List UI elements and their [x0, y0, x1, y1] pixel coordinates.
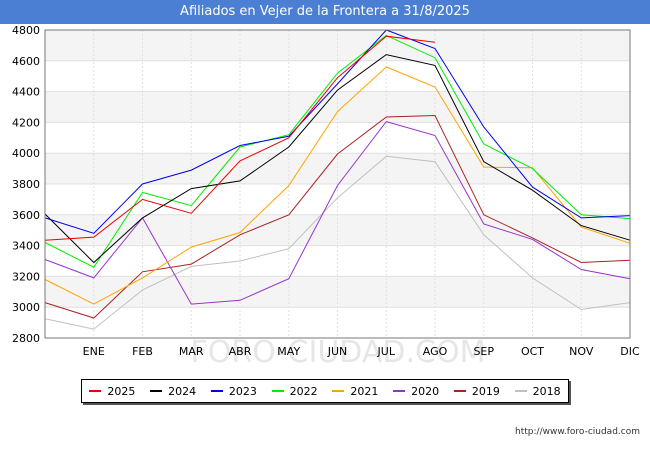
x-tick-label: JUN: [327, 345, 348, 358]
legend-swatch: [150, 390, 163, 392]
legend-swatch: [271, 390, 284, 392]
legend-item-2018: 2018: [514, 384, 561, 398]
series-line-2025: [44, 35, 436, 241]
x-tick-label: FEB: [132, 345, 153, 358]
x-tick-label: SEP: [473, 345, 494, 358]
legend-label: 2021: [350, 384, 379, 398]
legend-swatch: [393, 390, 406, 392]
series-line-2019: [44, 114, 631, 319]
y-tick-label: 3000: [12, 301, 40, 314]
y-tick-label: 4800: [12, 24, 40, 37]
legend: 2025 2024 2023 2022 2021 2020 2019 2018: [81, 379, 569, 403]
y-tick-label: 3800: [12, 178, 40, 191]
y-tick-label: 3600: [12, 209, 40, 222]
legend-swatch: [453, 390, 466, 392]
x-tick-label: DIC: [620, 345, 640, 358]
legend-swatch: [332, 390, 345, 392]
legend-label: 2018: [532, 384, 561, 398]
x-tick-label: ABR: [229, 345, 252, 358]
series-line-2023: [44, 29, 631, 234]
legend-item-2023: 2023: [210, 384, 257, 398]
x-tick-label: ENE: [83, 345, 105, 358]
legend-swatch: [514, 390, 527, 392]
y-tick-label: 3400: [12, 240, 40, 253]
series-line-2018: [44, 155, 631, 330]
legend-swatch: [89, 390, 102, 392]
legend-item-2019: 2019: [453, 384, 500, 398]
chart-title: Afiliados en Vejer de la Frontera a 31/8…: [0, 0, 650, 24]
legend-item-2020: 2020: [393, 385, 439, 398]
legend-label: 2024: [168, 384, 197, 398]
legend-label: 2023: [228, 384, 257, 398]
x-tick-label: NOV: [569, 345, 594, 358]
y-tick-label: 4400: [12, 86, 40, 99]
y-tick-label: 3200: [12, 270, 40, 283]
series-line-2022: [44, 34, 631, 268]
legend-swatch: [210, 390, 223, 392]
watermark: FORO-CIUDAD.COM: [191, 335, 486, 370]
y-tick-label: 2800: [12, 332, 40, 345]
x-tick-label: JUL: [377, 345, 396, 358]
legend-item-2022: 2022: [271, 384, 318, 398]
x-tick-label: OCT: [521, 345, 544, 358]
legend-label: 2019: [471, 384, 500, 398]
plot-frame: [44, 29, 631, 339]
x-tick-label: AGO: [423, 345, 448, 358]
legend-item-2021: 2021: [332, 385, 378, 398]
x-tick-label: MAR: [179, 345, 204, 358]
y-tick-label: 4600: [12, 55, 40, 68]
legend-label: 2022: [289, 384, 318, 398]
legend-item-2025: 2025: [89, 385, 135, 398]
legend-label: 2020: [411, 384, 440, 398]
series-line-2024: [44, 54, 631, 264]
legend-label: 2025: [107, 384, 136, 398]
y-tick-label: 4000: [12, 147, 40, 160]
legend-item-2024: 2024: [150, 385, 196, 398]
source-link[interactable]: http://www.foro-ciudad.com: [515, 427, 640, 437]
series-line-2021: [44, 66, 631, 305]
x-tick-label: MAY: [277, 345, 300, 358]
y-tick-label: 4200: [12, 116, 40, 129]
